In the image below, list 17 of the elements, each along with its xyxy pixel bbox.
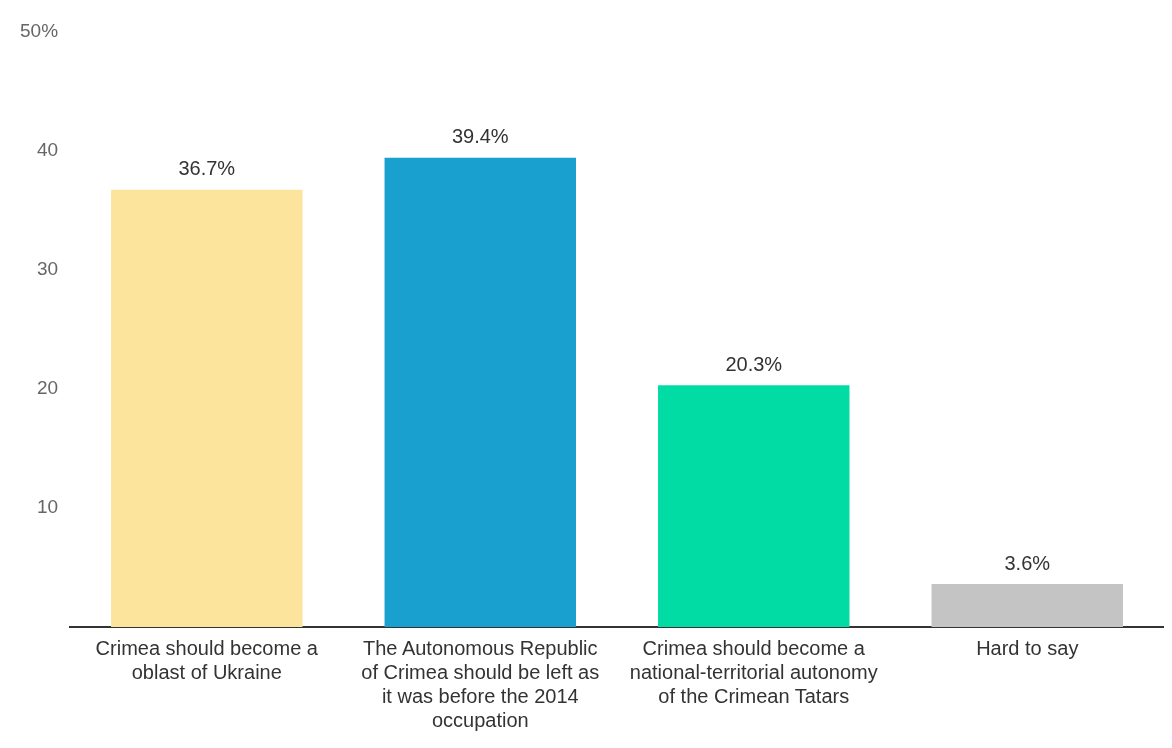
bar xyxy=(384,157,576,627)
y-tick-label: 40 xyxy=(36,138,59,160)
data-label: 3.6% xyxy=(1004,551,1051,574)
bar xyxy=(658,385,850,627)
x-tick-label: Crimea should become a oblast of Ukraine xyxy=(95,636,319,683)
bar xyxy=(111,189,303,627)
x-tick-label: Hard to say xyxy=(976,636,1079,659)
data-label: 39.4% xyxy=(451,125,509,148)
y-tick-label: 30 xyxy=(36,257,59,279)
data-label: 20.3% xyxy=(725,352,783,375)
bar xyxy=(931,584,1123,627)
x-tick-label: The Autonomous Republic of Crimea should be left as it was before the 2014 occupation xyxy=(361,636,600,731)
y-tick-label: 10 xyxy=(36,496,59,518)
y-tick-label: 50% xyxy=(20,19,59,41)
x-tick-label: Crimea should become a national-territorial autonomy of the Crimean Tatars xyxy=(629,636,878,707)
data-label: 36.7% xyxy=(178,157,236,180)
y-tick-label: 20 xyxy=(36,376,59,398)
